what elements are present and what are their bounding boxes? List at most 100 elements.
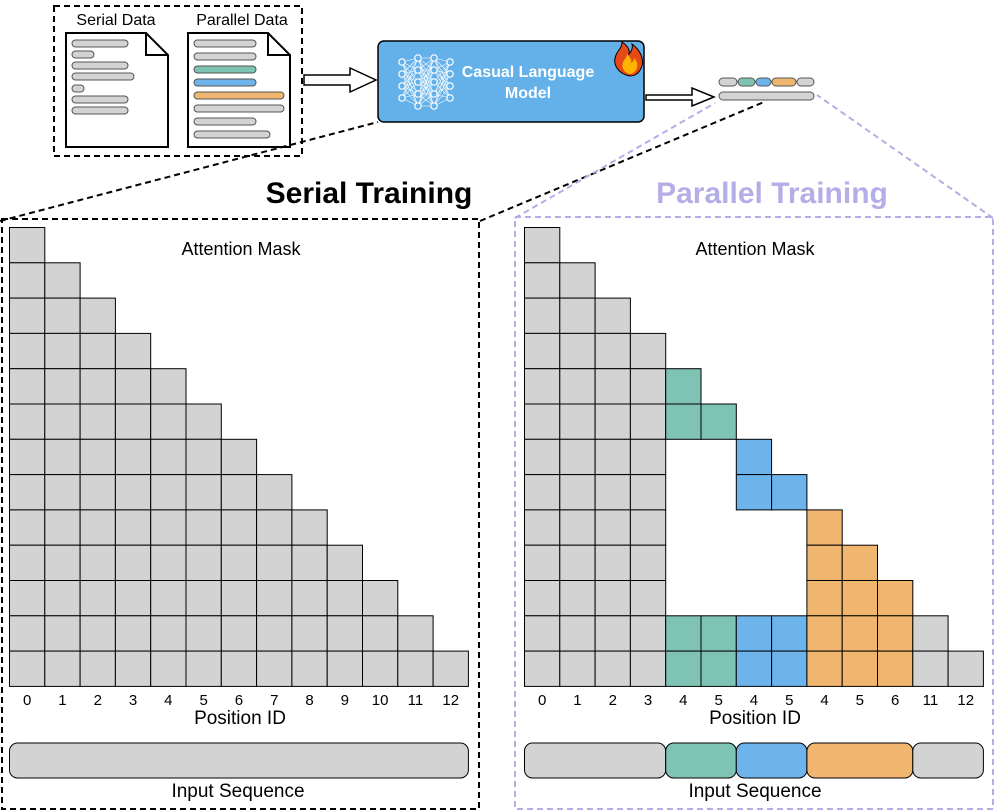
mask-cell [291,580,328,617]
mask-cell [806,580,843,617]
arrow-to-model-icon [303,66,378,94]
mask-cell [629,509,667,546]
mask-cell [524,615,561,652]
serial-input-label: Input Sequence [171,781,304,802]
mask-cell [594,615,631,652]
mask-cell [79,544,116,582]
serial-document-icon [65,32,169,148]
mask-cell [559,580,596,617]
mask-cell [877,615,914,652]
neural-network-icon [398,54,454,110]
mask-cell [806,615,843,652]
position-id-tick: 3 [644,692,652,709]
mask-cell [559,332,596,370]
mask-cell [291,615,328,652]
mask-cell [559,262,596,299]
mask-cell [326,544,364,582]
mask-cell [256,580,293,617]
mask-cell [594,474,631,511]
mask-cell [185,650,222,687]
input-segment [665,742,737,779]
mask-cell [114,403,152,440]
mask-cell [841,615,879,652]
mask-cell [256,474,293,511]
mask-cell [291,650,328,687]
mask-cell [397,650,434,687]
mask-cell [524,544,561,582]
position-id-tick: 7 [270,692,278,709]
mask-cell [9,474,46,511]
position-id-tick: 6 [891,692,899,709]
mask-cell [806,509,843,546]
mask-cell [44,544,81,582]
mask-cell [79,509,116,546]
mask-cell [524,368,561,405]
mask-cell [594,509,631,546]
mask-cell [9,509,46,546]
mask-cell [629,580,667,617]
mask-cell [185,403,222,440]
position-id-tick: 11 [408,692,424,709]
mask-cell [326,615,364,652]
mask-cell [44,650,81,687]
data-box [53,5,303,157]
serial-input-sequence [9,742,469,779]
mask-cell [594,544,631,582]
mask-cell [150,509,187,546]
mask-cell [185,438,222,476]
parallel-input-sequence [524,742,984,779]
parallel-data-label: Parallel Data [196,12,288,29]
mask-cell [9,297,46,334]
position-id-tick: 1 [573,692,581,709]
mask-cell [629,650,667,687]
position-id-tick: 12 [442,692,459,709]
mask-cell [524,650,561,687]
serial-attention-grid [9,227,469,687]
output-sequence-icon [718,77,815,101]
parallel-input-label: Input Sequence [688,781,821,802]
mask-cell [256,509,293,546]
mask-cell [291,509,328,546]
mask-cell [44,297,81,334]
mask-cell [735,615,773,652]
mask-cell [326,580,364,617]
mask-cell [79,650,116,687]
mask-cell [771,650,808,687]
mask-cell [9,438,46,476]
mask-cell [629,368,667,405]
mask-cell [397,615,434,652]
mask-cell [9,262,46,299]
mask-cell [9,650,46,687]
mask-cell [114,332,152,370]
mask-cell [44,368,81,405]
mask-cell [629,615,667,652]
input-segment [806,742,914,779]
position-id-tick: 8 [305,692,313,709]
position-id-tick: 9 [341,692,349,709]
mask-cell [771,615,808,652]
mask-cell [524,297,561,334]
parallel-attention-grid [524,227,984,687]
mask-cell [594,368,631,405]
mask-cell [665,650,702,687]
mask-cell [806,544,843,582]
position-id-tick: 10 [372,692,389,709]
parallel-position-ids: 0 1 2 3 4 5 4 5 4 5 6 11 12 [538,692,974,709]
mask-cell [524,438,561,476]
mask-cell [150,650,187,687]
mask-cell [9,580,46,617]
position-id-tick: 3 [129,692,137,709]
mask-cell [594,332,631,370]
mask-cell [185,580,222,617]
serial-data-label: Serial Data [76,12,155,29]
position-id-tick: 12 [957,692,974,709]
mask-cell [114,474,152,511]
parallel-panel [514,216,994,810]
mask-cell [114,650,152,687]
position-id-tick: 2 [94,692,102,709]
input-segment [9,742,469,779]
mask-cell [114,544,152,582]
mask-cell [44,580,81,617]
serial-panel [1,218,480,810]
